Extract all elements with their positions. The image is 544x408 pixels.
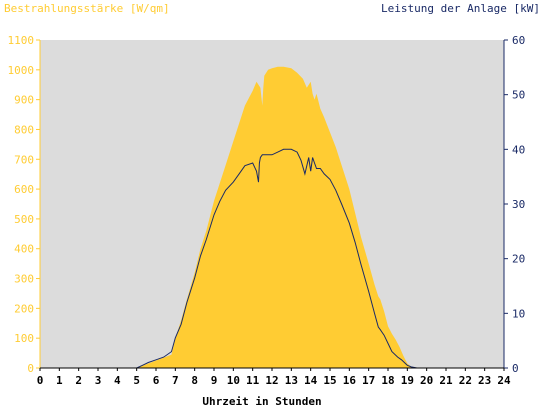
right-axis-title: Leistung der Anlage [kW] (381, 2, 540, 15)
left-y-tick-label: 300 (14, 273, 34, 286)
irradiance-area-series (40, 66, 504, 369)
left-axis-title: Bestrahlungsstärke [W/qm] (4, 2, 170, 15)
left-y-tick-label: 0 (27, 362, 34, 375)
right-y-tick-label: 0 (512, 362, 519, 375)
left-y-tick-label: 100 (14, 332, 34, 345)
x-tick-label: 5 (133, 374, 140, 387)
x-tick-label: 16 (343, 374, 357, 387)
left-y-tick-label: 900 (14, 94, 34, 107)
left-y-tick-label: 1000 (8, 64, 35, 77)
x-tick-label: 15 (323, 374, 336, 387)
x-tick-label: 6 (153, 374, 160, 387)
left-y-tick-label: 800 (14, 123, 34, 136)
right-y-tick-label: 20 (512, 253, 525, 266)
right-y-tick-label: 50 (512, 89, 525, 102)
right-y-tick-label: 30 (512, 198, 525, 211)
x-tick-label: 22 (459, 374, 472, 387)
x-tick-label: 13 (285, 374, 298, 387)
power-line-series (40, 148, 504, 369)
x-tick-label: 1 (56, 374, 63, 387)
x-tick-label: 7 (172, 374, 179, 387)
x-tick-label: 3 (95, 374, 102, 387)
x-tick-label: 17 (362, 374, 375, 387)
x-tick-label: 20 (420, 374, 433, 387)
x-tick-label: 24 (497, 374, 511, 387)
x-tick-label: 14 (304, 374, 318, 387)
left-y-tick-label: 600 (14, 183, 34, 196)
right-y-tick-label: 10 (512, 307, 525, 320)
x-tick-label: 4 (114, 374, 121, 387)
x-tick-label: 2 (75, 374, 82, 387)
left-y-tick-label: 700 (14, 153, 34, 166)
left-y-tick-label: 200 (14, 302, 34, 315)
x-tick-label: 12 (265, 374, 278, 387)
x-tick-label: 23 (478, 374, 491, 387)
right-y-tick-label: 60 (512, 34, 525, 47)
axes-layer: 0100200300400500600700800900100011000102… (8, 34, 526, 387)
x-tick-label: 10 (227, 374, 240, 387)
x-tick-label: 18 (381, 374, 394, 387)
right-y-tick-label: 40 (512, 143, 525, 156)
left-y-tick-label: 1100 (8, 34, 35, 47)
x-axis-label: Uhrzeit in Stunden (202, 395, 321, 408)
series-layer (40, 66, 504, 369)
x-tick-label: 21 (439, 374, 453, 387)
left-y-tick-label: 500 (14, 213, 34, 226)
left-y-tick-label: 400 (14, 243, 34, 256)
x-tick-label: 8 (191, 374, 198, 387)
x-tick-label: 11 (246, 374, 260, 387)
x-tick-label: 9 (211, 374, 218, 387)
x-tick-label: 0 (37, 374, 44, 387)
x-tick-label: 19 (401, 374, 414, 387)
